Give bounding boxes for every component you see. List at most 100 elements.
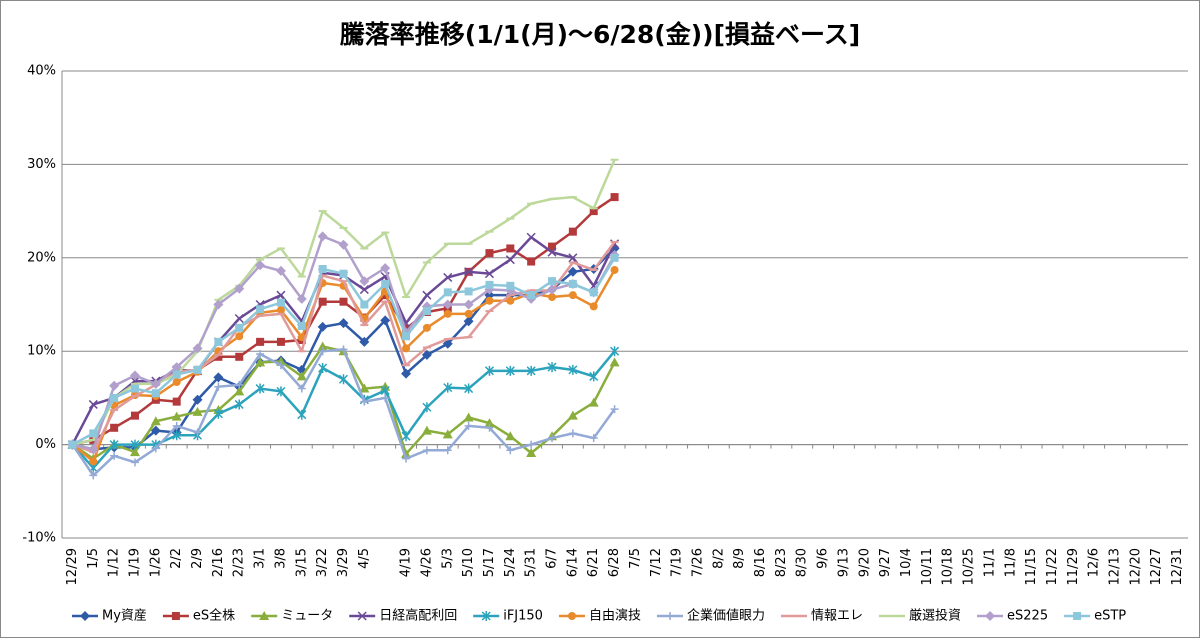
marker	[235, 323, 244, 332]
marker	[172, 370, 181, 379]
marker	[359, 276, 370, 287]
x-tick-label: 5/17	[482, 548, 497, 577]
marker	[421, 349, 432, 360]
marker	[380, 385, 390, 396]
marker	[443, 446, 452, 455]
marker	[610, 193, 619, 202]
marker	[589, 371, 599, 382]
marker	[610, 265, 619, 274]
marker	[276, 298, 285, 307]
legend-label: 企業価値眼力	[687, 608, 765, 624]
y-tick-label: 0%	[35, 437, 56, 452]
x-tick-label: 7/12	[649, 548, 664, 577]
x-tick-label: 4/26	[419, 548, 434, 577]
marker	[359, 285, 369, 295]
marker	[505, 365, 515, 376]
marker	[150, 416, 161, 426]
marker	[80, 611, 90, 621]
marker	[193, 365, 202, 374]
y-tick-label: 10%	[27, 344, 56, 359]
marker	[506, 296, 515, 305]
marker	[172, 397, 181, 406]
marker	[568, 253, 578, 263]
x-tick-label: 4/5	[357, 548, 372, 569]
marker	[568, 291, 577, 300]
marker	[338, 239, 349, 250]
marker	[464, 421, 473, 430]
marker	[110, 393, 119, 402]
marker	[422, 402, 432, 413]
legend-label: iFJ150	[503, 609, 543, 624]
marker	[234, 399, 244, 410]
marker	[422, 446, 431, 455]
marker	[481, 611, 491, 621]
marker	[402, 454, 411, 463]
marker	[463, 299, 474, 310]
marker	[665, 612, 674, 620]
marker	[381, 279, 390, 288]
marker	[214, 382, 223, 391]
marker	[610, 405, 619, 414]
x-tick-label: 1/5	[86, 548, 101, 569]
x-tick-label: 8/16	[753, 548, 768, 577]
x-tick-label: 6/7	[545, 548, 560, 569]
marker	[129, 447, 140, 457]
marker	[297, 333, 306, 342]
marker	[548, 434, 557, 443]
x-tick-label: 5/24	[503, 548, 518, 577]
x-tick-label: 1/19	[127, 548, 142, 577]
marker	[357, 611, 367, 621]
marker	[985, 611, 996, 621]
legend-label: 自由演技	[589, 608, 641, 624]
marker	[130, 411, 139, 420]
marker	[526, 232, 536, 242]
x-tick-label: 9/20	[857, 548, 872, 577]
x-tick-label: 5/31	[524, 548, 539, 577]
x-tick-label: 6/21	[586, 548, 601, 577]
marker	[275, 265, 286, 276]
marker	[464, 287, 473, 296]
marker	[317, 321, 328, 332]
marker	[567, 266, 578, 277]
x-tick-label: 10/25	[962, 548, 977, 585]
x-tick-label: 6/28	[607, 548, 622, 577]
marker	[505, 255, 515, 265]
marker	[338, 374, 349, 385]
marker	[339, 345, 348, 354]
marker	[276, 306, 285, 315]
x-tick-label: 6/14	[565, 548, 580, 577]
marker	[422, 307, 431, 316]
marker	[527, 291, 536, 300]
marker	[235, 352, 244, 361]
marker	[129, 370, 140, 381]
marker	[89, 457, 98, 466]
marker	[380, 263, 391, 274]
marker	[484, 269, 494, 279]
marker	[442, 429, 453, 439]
marker	[567, 410, 578, 420]
marker	[172, 421, 181, 430]
y-tick-label: 40%	[27, 64, 56, 79]
marker	[463, 412, 474, 422]
x-tick-label: 3/8	[273, 548, 288, 569]
marker	[88, 399, 98, 409]
legend-label: eSTP	[1094, 609, 1126, 624]
x-tick-label: 5/10	[461, 548, 476, 577]
marker	[588, 397, 599, 407]
marker	[317, 341, 328, 351]
marker	[109, 439, 119, 450]
x-tick-label: 7/5	[628, 548, 643, 569]
y-tick-label: 20%	[27, 250, 56, 265]
marker	[484, 365, 494, 376]
marker	[548, 277, 557, 286]
marker	[259, 611, 270, 620]
marker	[381, 393, 390, 402]
marker	[318, 297, 327, 306]
marker	[506, 446, 515, 455]
x-tick-label: 11/22	[1045, 548, 1060, 585]
marker	[255, 383, 265, 394]
marker	[589, 302, 598, 311]
x-tick-label: 12/27	[1149, 548, 1164, 585]
marker	[213, 408, 223, 419]
